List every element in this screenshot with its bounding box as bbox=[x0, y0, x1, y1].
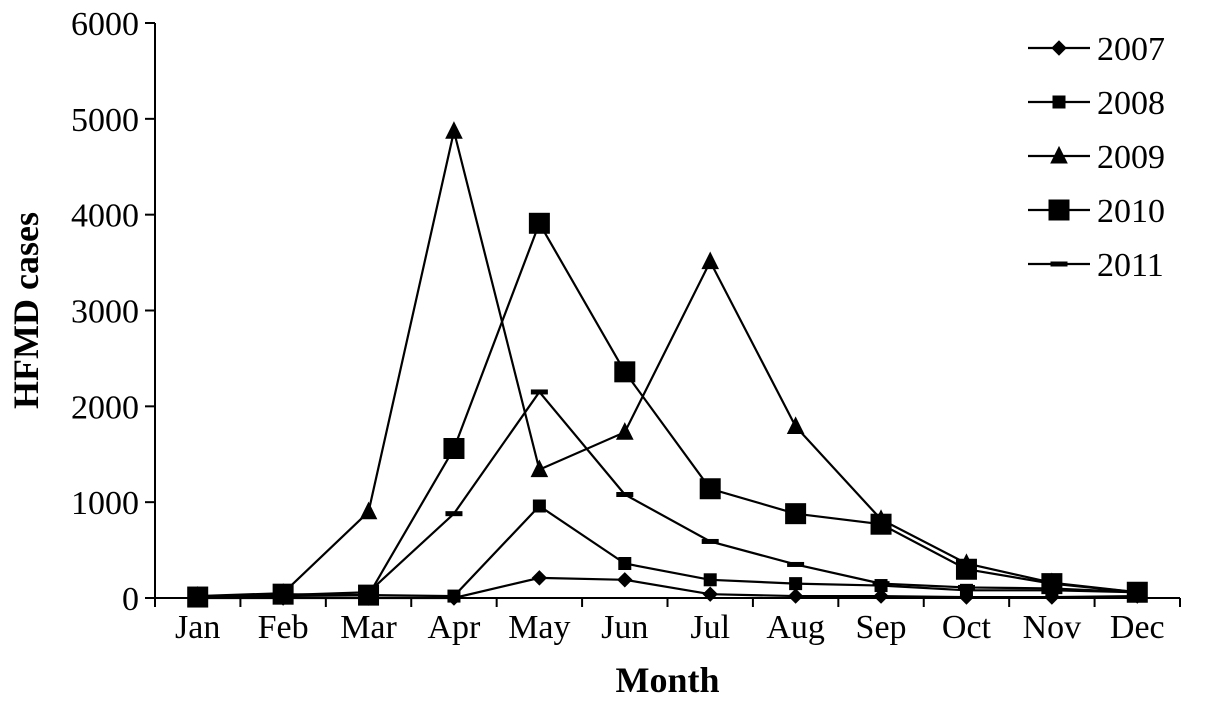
legend-marker-2009 bbox=[1050, 145, 1068, 164]
series-line-2008 bbox=[197, 504, 1138, 599]
series-line-2007 bbox=[197, 576, 1138, 600]
legend-item-2011: 2011 bbox=[1028, 247, 1164, 284]
series-2010 bbox=[187, 212, 1148, 608]
legend-marker-2008 bbox=[1052, 95, 1066, 109]
y-tick-label: 5000 bbox=[71, 102, 139, 139]
data-point-2010 bbox=[785, 503, 807, 525]
y-tick-label: 6000 bbox=[71, 6, 139, 43]
data-point-2009 bbox=[445, 121, 463, 139]
x-tick-label: Aug bbox=[766, 609, 825, 646]
series-2009 bbox=[188, 121, 1147, 604]
legend-marker-2010 bbox=[1048, 199, 1070, 221]
series-line-2009 bbox=[197, 131, 1138, 598]
data-point-2007 bbox=[531, 570, 548, 586]
x-tick-label: Jan bbox=[175, 609, 220, 646]
data-point-2007 bbox=[873, 588, 889, 604]
x-tick-label: May bbox=[508, 609, 570, 646]
data-point-2011 bbox=[616, 492, 634, 497]
series-line-2011 bbox=[197, 390, 1138, 599]
legend-item-2010: 2010 bbox=[1028, 193, 1165, 230]
x-tick-label: Nov bbox=[1023, 609, 1082, 646]
plot-area bbox=[187, 121, 1148, 608]
y-tick-label: 2000 bbox=[71, 389, 139, 426]
data-point-2010 bbox=[614, 361, 636, 383]
data-point-2011 bbox=[1128, 589, 1146, 595]
x-axis-title: Month bbox=[615, 660, 719, 700]
y-tick-label: 0 bbox=[122, 581, 139, 618]
data-point-2009 bbox=[530, 459, 549, 478]
x-tick-label: Sep bbox=[856, 609, 907, 646]
legend-label: 2007 bbox=[1097, 31, 1165, 68]
data-point-2009 bbox=[615, 422, 634, 440]
series-line-2010 bbox=[197, 220, 1138, 599]
data-point-2011 bbox=[1043, 585, 1061, 591]
x-tick-label: Oct bbox=[942, 609, 992, 646]
legend-label: 2010 bbox=[1097, 193, 1165, 230]
axes: 0 1000 2000 3000 4000 5000 6000 Jan Feb Mar Apr May… bbox=[71, 6, 1181, 646]
data-point-2008 bbox=[789, 577, 803, 591]
legend: 2007 2008 2009 2010 2011 bbox=[1028, 31, 1165, 284]
data-point-2011 bbox=[872, 581, 890, 587]
legend-label: 2008 bbox=[1097, 85, 1165, 122]
data-point-2011 bbox=[957, 584, 975, 590]
data-point-2008 bbox=[532, 499, 546, 513]
y-tick-label: 4000 bbox=[71, 198, 139, 235]
data-point-2008 bbox=[703, 573, 717, 587]
y-axis-title: HFMD cases bbox=[6, 212, 46, 409]
data-point-2010 bbox=[699, 478, 721, 500]
data-point-2008 bbox=[447, 589, 461, 603]
x-tick-label: Jul bbox=[690, 609, 730, 646]
x-tick-label: Apr bbox=[428, 609, 482, 646]
legend-label: 2011 bbox=[1097, 247, 1164, 284]
data-point-2008 bbox=[618, 557, 632, 570]
data-point-2011 bbox=[189, 594, 207, 600]
legend-item-2009: 2009 bbox=[1028, 139, 1165, 176]
data-point-2007 bbox=[617, 572, 633, 588]
data-point-2010 bbox=[358, 584, 380, 606]
data-point-2011 bbox=[360, 589, 378, 595]
series-2011 bbox=[189, 389, 1146, 600]
y-tick-label: 3000 bbox=[71, 294, 139, 331]
data-point-2007 bbox=[702, 586, 718, 602]
data-point-2010 bbox=[443, 438, 465, 459]
data-point-2011 bbox=[787, 561, 805, 567]
data-point-2007 bbox=[787, 588, 804, 604]
x-tick-label: Dec bbox=[1110, 609, 1165, 646]
data-point-2010 bbox=[528, 212, 550, 234]
data-point-2011 bbox=[530, 389, 548, 395]
y-tick-label: 1000 bbox=[71, 485, 139, 522]
data-point-2009 bbox=[359, 501, 378, 520]
legend-marker-2011 bbox=[1050, 261, 1068, 267]
data-point-2010 bbox=[870, 513, 892, 535]
legend-label: 2009 bbox=[1097, 139, 1165, 176]
data-point-2011 bbox=[701, 538, 719, 544]
legend-marker-2007 bbox=[1051, 40, 1067, 56]
legend-item-2008: 2008 bbox=[1028, 85, 1165, 122]
legend-item-2007: 2007 bbox=[1028, 31, 1165, 68]
data-point-2009 bbox=[701, 251, 720, 270]
data-point-2011 bbox=[445, 511, 463, 517]
x-tick-label: Mar bbox=[340, 609, 397, 646]
x-tick-label: Feb bbox=[258, 609, 309, 646]
data-point-2009 bbox=[786, 416, 805, 434]
data-point-2011 bbox=[274, 592, 292, 598]
x-tick-label: Jun bbox=[601, 609, 648, 646]
data-point-2010 bbox=[955, 558, 977, 580]
